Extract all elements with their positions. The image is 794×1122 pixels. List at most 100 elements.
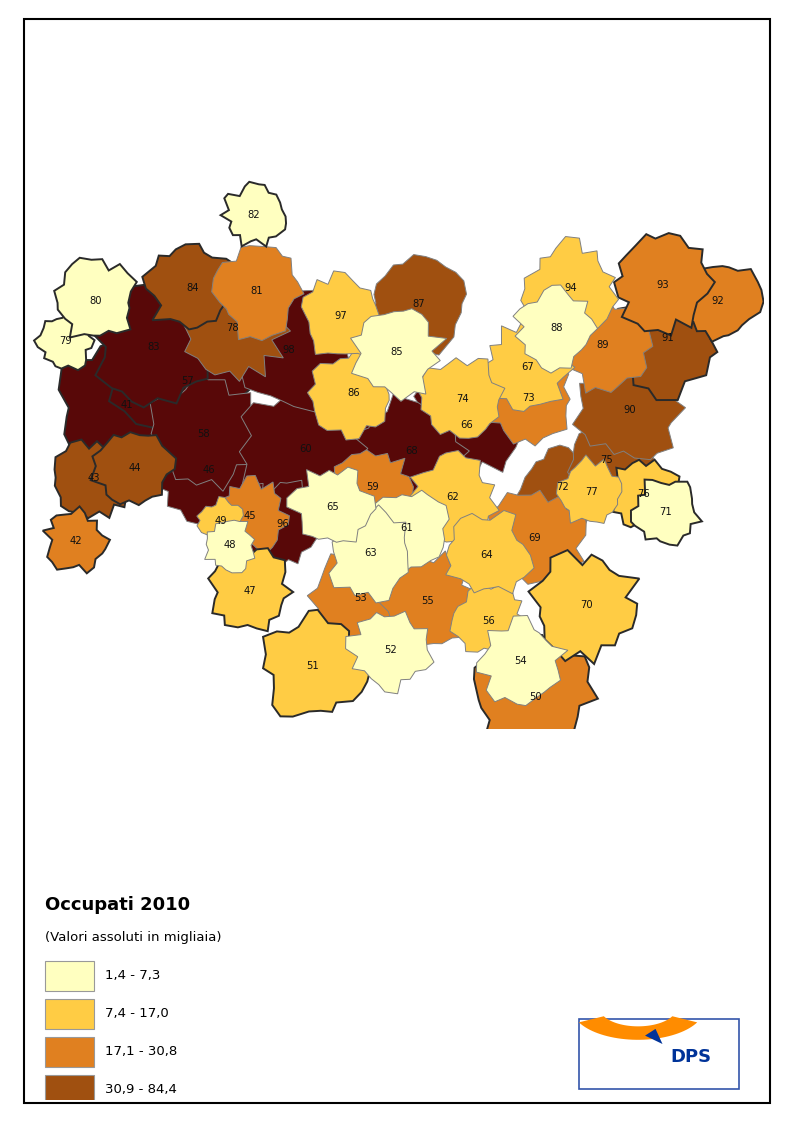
Polygon shape <box>175 272 291 381</box>
Text: 87: 87 <box>412 298 425 309</box>
Text: 58: 58 <box>198 430 210 440</box>
Polygon shape <box>513 285 598 374</box>
Polygon shape <box>221 182 286 247</box>
Text: 85: 85 <box>391 348 403 357</box>
Bar <box>45 1113 94 1122</box>
Polygon shape <box>474 633 598 757</box>
Text: 88: 88 <box>550 323 562 333</box>
Text: 74: 74 <box>457 394 469 404</box>
Polygon shape <box>329 450 414 531</box>
Polygon shape <box>614 233 715 335</box>
Polygon shape <box>197 497 245 545</box>
Polygon shape <box>407 451 499 542</box>
Text: 66: 66 <box>461 420 473 430</box>
Text: 79: 79 <box>60 335 72 346</box>
Polygon shape <box>142 243 243 330</box>
Text: 41: 41 <box>121 401 133 411</box>
Text: 61: 61 <box>400 523 413 533</box>
Polygon shape <box>212 246 304 341</box>
Text: 91: 91 <box>661 333 673 343</box>
Text: 65: 65 <box>326 502 339 512</box>
Polygon shape <box>34 310 94 370</box>
Polygon shape <box>673 266 764 342</box>
Text: 52: 52 <box>384 645 397 654</box>
Polygon shape <box>287 467 376 542</box>
Polygon shape <box>263 610 371 717</box>
Polygon shape <box>307 344 389 440</box>
Text: 55: 55 <box>422 596 434 606</box>
Bar <box>579 1019 739 1089</box>
Polygon shape <box>529 550 639 664</box>
Polygon shape <box>376 551 477 646</box>
Text: 86: 86 <box>347 388 360 398</box>
Polygon shape <box>568 414 654 506</box>
Text: 82: 82 <box>248 210 260 220</box>
Text: 71: 71 <box>659 506 672 516</box>
Bar <box>45 960 94 991</box>
Text: 53: 53 <box>354 594 367 604</box>
Text: 50: 50 <box>529 692 542 702</box>
Text: 57: 57 <box>181 376 194 386</box>
Polygon shape <box>329 505 408 603</box>
Polygon shape <box>557 454 622 523</box>
Text: 44: 44 <box>128 463 141 473</box>
Text: Occupati 2010: Occupati 2010 <box>45 896 190 914</box>
Text: 64: 64 <box>480 550 493 560</box>
Polygon shape <box>55 440 134 518</box>
Text: 81: 81 <box>251 286 264 296</box>
Text: 77: 77 <box>586 487 599 497</box>
Text: 75: 75 <box>600 456 613 466</box>
Text: 63: 63 <box>364 548 377 558</box>
Polygon shape <box>91 432 176 505</box>
Polygon shape <box>554 296 653 393</box>
Polygon shape <box>208 549 293 632</box>
Text: 92: 92 <box>711 296 724 306</box>
Polygon shape <box>350 309 447 402</box>
Bar <box>45 999 94 1029</box>
Polygon shape <box>239 379 380 518</box>
Polygon shape <box>150 371 264 491</box>
Polygon shape <box>242 480 325 567</box>
Text: 94: 94 <box>565 283 577 293</box>
Text: 69: 69 <box>529 533 542 543</box>
Text: 59: 59 <box>367 482 380 493</box>
Polygon shape <box>205 521 255 573</box>
Text: 7,4 - 17,0: 7,4 - 17,0 <box>105 1008 169 1020</box>
Text: 89: 89 <box>596 340 609 350</box>
Text: 73: 73 <box>522 393 534 403</box>
Text: 46: 46 <box>202 465 215 475</box>
Text: 70: 70 <box>580 600 592 610</box>
Text: DPS: DPS <box>670 1048 711 1067</box>
Polygon shape <box>450 583 526 652</box>
Polygon shape <box>631 479 702 545</box>
Polygon shape <box>645 1029 662 1043</box>
Text: 68: 68 <box>405 445 418 456</box>
Text: 76: 76 <box>637 489 649 499</box>
Text: 84: 84 <box>186 283 198 293</box>
Polygon shape <box>607 282 723 401</box>
Polygon shape <box>414 370 526 481</box>
Polygon shape <box>521 237 619 335</box>
Text: (Valori assoluti in migliaia): (Valori assoluti in migliaia) <box>45 931 222 944</box>
Text: 1,4 - 7,3: 1,4 - 7,3 <box>105 969 160 983</box>
Polygon shape <box>368 255 467 360</box>
Text: 54: 54 <box>515 656 527 666</box>
Text: 43: 43 <box>87 472 100 482</box>
Polygon shape <box>478 347 570 445</box>
Text: 48: 48 <box>224 541 237 550</box>
Polygon shape <box>481 490 586 585</box>
Text: 45: 45 <box>244 512 256 522</box>
Text: 97: 97 <box>334 311 348 321</box>
Text: 98: 98 <box>283 346 295 356</box>
Text: 56: 56 <box>482 616 495 626</box>
Polygon shape <box>607 460 681 532</box>
Text: 17,1 - 30,8: 17,1 - 30,8 <box>105 1046 177 1058</box>
Polygon shape <box>445 511 534 594</box>
Polygon shape <box>307 543 403 653</box>
Polygon shape <box>482 319 575 412</box>
Text: 67: 67 <box>521 361 534 371</box>
Text: 49: 49 <box>215 516 228 526</box>
Text: 60: 60 <box>299 444 311 453</box>
Bar <box>45 1075 94 1105</box>
Text: 72: 72 <box>557 482 569 493</box>
